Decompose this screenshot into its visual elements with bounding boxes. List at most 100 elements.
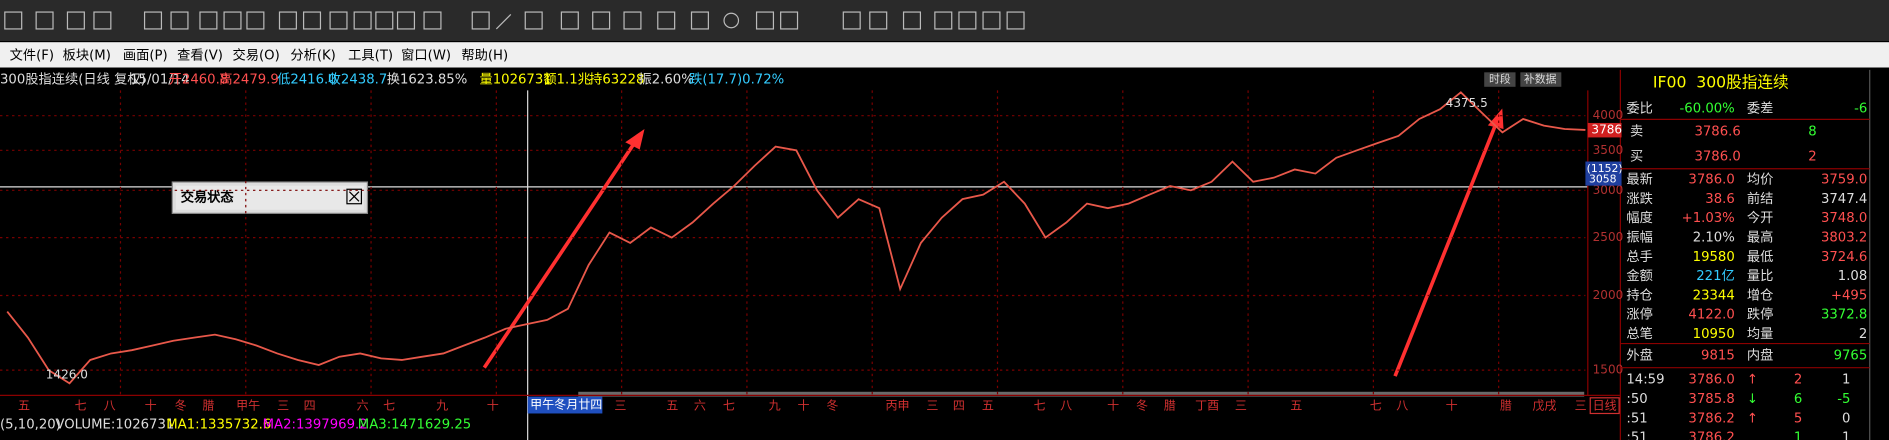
menu-bar <box>0 42 1889 68</box>
x-tick-label: 十 <box>145 399 157 413</box>
x-tick-label: 三 <box>1575 399 1587 413</box>
volume-item: VOLUME:1026731 <box>55 417 174 432</box>
quote-cell: 23344 <box>1693 288 1735 303</box>
button-label: 补数据 <box>1524 72 1557 86</box>
quote-cell: 前结 <box>1747 190 1774 207</box>
quote-cell: 9815 <box>1701 349 1735 364</box>
x-tick-label: 丁酉 <box>1195 399 1219 413</box>
menu-item[interactable]: 交易(O) <box>233 46 280 63</box>
quote-cell: 0 <box>1842 411 1850 426</box>
x-tick-label: 十 <box>798 399 810 413</box>
menu-item[interactable]: 板块(M) <box>63 47 111 63</box>
info-item: 量1026731 <box>479 72 551 88</box>
quote-cell: 涨停 <box>1626 306 1653 323</box>
quote-cell: 1 <box>1794 431 1802 440</box>
menu-item[interactable]: 工具(T) <box>348 48 393 63</box>
quote-cell: :51 <box>1626 411 1647 426</box>
button[interactable] <box>1484 72 1516 87</box>
info-item: 高2479.9 <box>219 71 279 88</box>
close-button[interactable] <box>346 188 363 205</box>
y-tick-label: 3500 <box>1593 143 1624 157</box>
quote-cell: 2 <box>1808 150 1816 165</box>
quote-cell: ↓ <box>1747 392 1758 407</box>
x-tick-label: 三 <box>926 399 938 413</box>
menu-item[interactable]: 分析(K) <box>290 47 336 63</box>
y-tick-label: 2000 <box>1593 288 1624 302</box>
quote-cell: 3372.8 <box>1821 308 1867 323</box>
button[interactable] <box>1520 72 1562 87</box>
crosshair-tag: 3058 <box>1589 173 1617 186</box>
x-tick-label: 三 <box>277 399 289 413</box>
x-tick-label: 腊 <box>1164 399 1176 413</box>
quote-cell: 3748.0 <box>1821 211 1867 226</box>
toolbar-icons <box>4 11 1025 30</box>
menu-item[interactable]: 帮助(H) <box>461 47 508 63</box>
scrollbar[interactable] <box>578 391 1585 397</box>
quote-cell: 委比 <box>1626 100 1653 116</box>
quote-cell: 委差 <box>1747 100 1774 116</box>
quote-cell: 卖 <box>1630 123 1643 139</box>
crosshair-tag: (1152) <box>1587 162 1623 175</box>
quote-cell: 1 <box>1842 431 1850 440</box>
quote-cell: 3786.0 <box>1688 173 1734 188</box>
trade-window: 交易状态 <box>171 181 369 214</box>
quote-cell: 19580 <box>1693 250 1735 265</box>
quote-cell: 9765 <box>1834 349 1868 364</box>
x-tick-label: 十 <box>1107 399 1119 413</box>
x-tick-label: 甲午 <box>236 399 260 413</box>
x-tick-label: 五 <box>18 399 30 413</box>
info-item: 300股指连续(日线 复权) <box>0 71 146 88</box>
quote-cell: 幅度 <box>1626 210 1653 226</box>
quote-cell: 6 <box>1794 392 1802 407</box>
x-tick-label: 七 <box>383 399 395 413</box>
quote-cell: 最低 <box>1747 249 1774 265</box>
quote-cell: :51 <box>1626 431 1647 440</box>
quote-cell: 3786.0 <box>1688 373 1734 388</box>
period-label: 日线 <box>1593 399 1617 413</box>
window-title: 交易状态 <box>181 189 235 206</box>
quote-cell: 3785.8 <box>1688 392 1734 407</box>
quote-cell: 3759.0 <box>1821 173 1867 188</box>
info-item: 额1.1兆 <box>543 72 591 88</box>
y-tick-label: 4000 <box>1593 108 1624 122</box>
volume-item: MA3:1471629.25 <box>358 417 471 432</box>
quote-cell: -60.00% <box>1680 101 1735 116</box>
x-tick-label: 冬 <box>175 398 187 413</box>
price-tag: 3786 <box>1591 123 1622 137</box>
price-tag-box <box>1587 122 1622 138</box>
quote-cell: 最新 <box>1626 172 1653 188</box>
quote-cell: 5 <box>1794 411 1802 426</box>
info-item: 跌(17.7)0.72% <box>689 72 784 88</box>
volume-item: (5,10,20) <box>0 417 61 432</box>
volume-item: MA2:1397969.2 <box>263 417 368 432</box>
x-tick-label: 五 <box>666 399 678 413</box>
menu-item[interactable]: 窗口(W) <box>401 46 451 63</box>
info-item: 收2438.7 <box>328 72 388 88</box>
quote-cell: 持仓 <box>1626 287 1653 303</box>
menu-item[interactable]: 查看(V) <box>177 47 223 63</box>
quote-cell: 买 <box>1630 149 1643 165</box>
quote-cell: 3724.6 <box>1821 250 1867 265</box>
x-tick-label: 十 <box>487 399 499 413</box>
menu-item[interactable]: 文件(F) <box>10 47 54 63</box>
quote-cell: 总手 <box>1626 249 1653 265</box>
quote-cell: 均价 <box>1747 172 1774 188</box>
quote-cell: 3786.0 <box>1694 150 1740 165</box>
x-tick-label: 七 <box>75 399 87 413</box>
x-tick-label: 十 <box>1446 399 1458 413</box>
annotation: 4375.5 <box>1446 96 1488 110</box>
quote-cell: 221亿 <box>1696 268 1735 284</box>
x-tick-label: 九 <box>769 399 781 413</box>
quote-cell: 今开 <box>1747 210 1774 226</box>
quote-cell: 2 <box>1859 327 1867 342</box>
quote-cell: +1.03% <box>1682 211 1735 226</box>
quote-cell: 振幅 <box>1626 229 1653 245</box>
quote-cell: 14:59 <box>1626 373 1664 388</box>
button-label: 时段 <box>1489 72 1511 86</box>
quote-cell: 2.10% <box>1693 230 1735 245</box>
menu-item[interactable]: 画面(P) <box>123 48 168 63</box>
info-item: 低2416.0 <box>277 72 337 88</box>
quote-code: IF00 <box>1653 73 1687 92</box>
arrows <box>482 108 1504 377</box>
quote-panel <box>1620 69 1889 440</box>
